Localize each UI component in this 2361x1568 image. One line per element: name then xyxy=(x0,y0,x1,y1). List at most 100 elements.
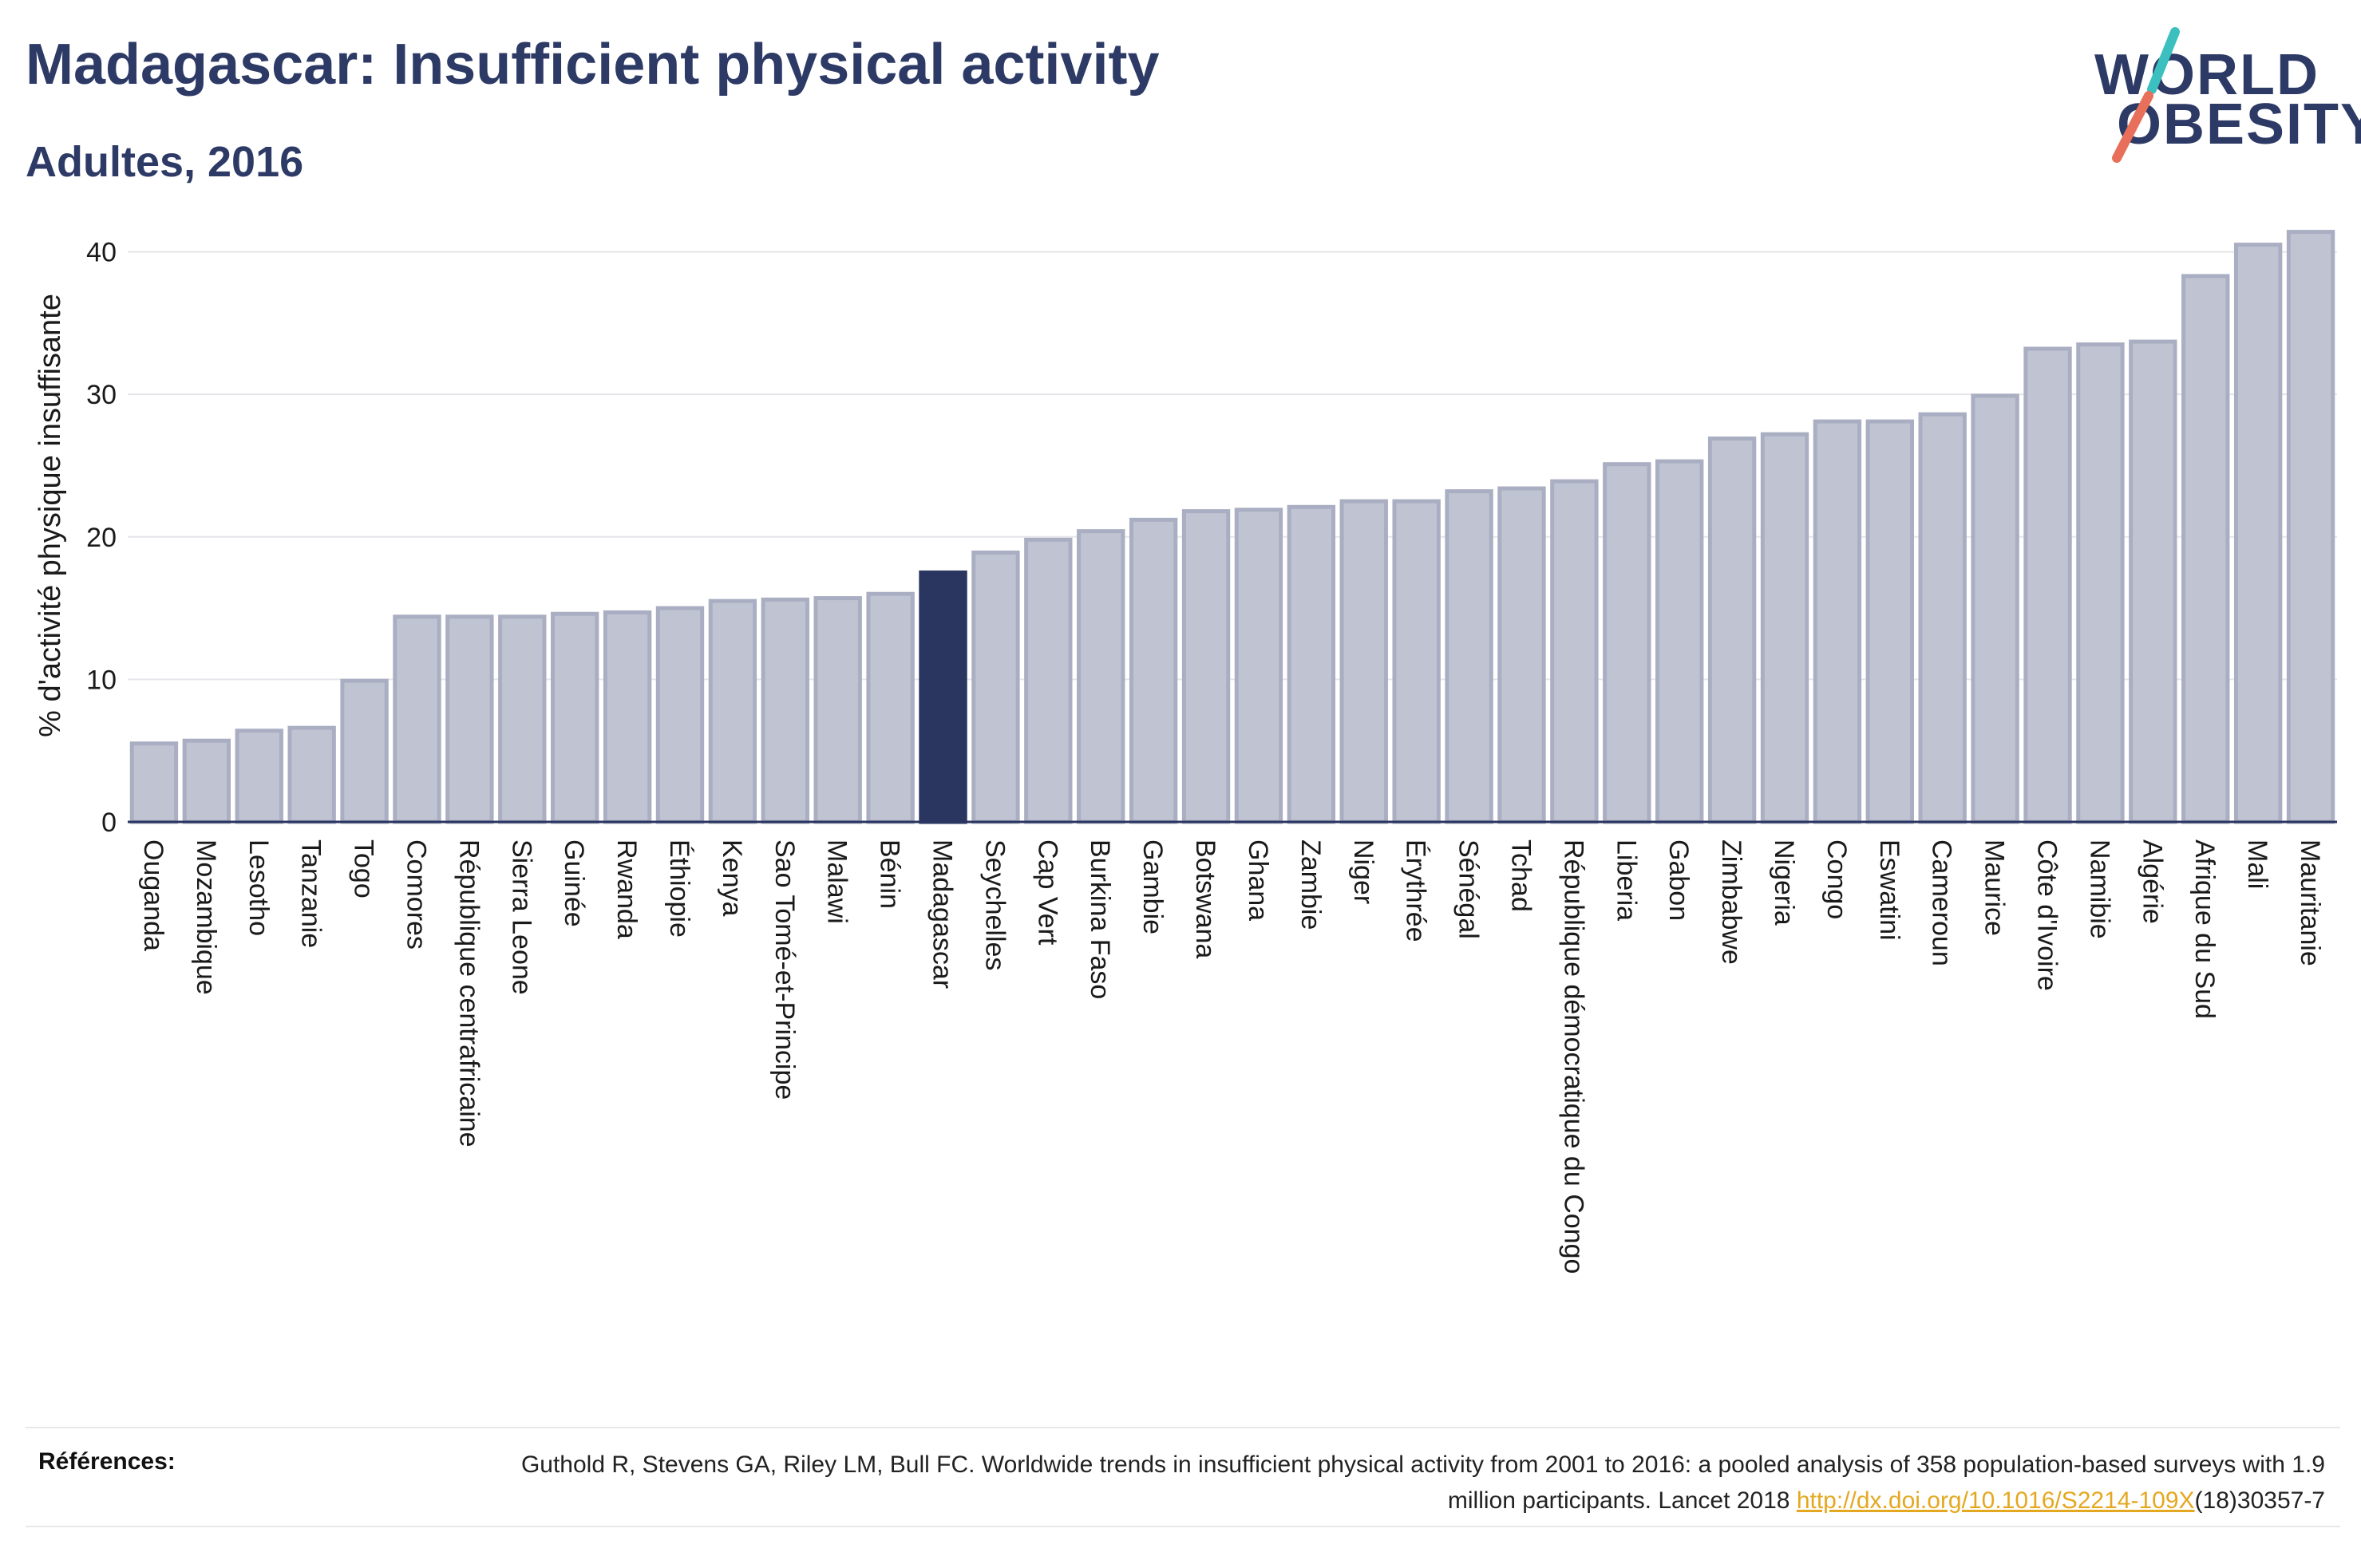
references-text: Guthold R, Stevens GA, Riley LM, Bull FC… xyxy=(489,1447,2325,1519)
bar xyxy=(708,598,757,824)
y-tick-label: 20 xyxy=(86,523,117,553)
bar xyxy=(1339,499,1388,824)
x-tick-label: Gambie xyxy=(1137,839,1168,934)
bar xyxy=(2023,346,2072,824)
x-tick-label: Namibie xyxy=(2084,839,2114,939)
x-tick-label: Eswatini xyxy=(1874,839,1904,941)
bar-highlight xyxy=(919,570,967,824)
reference-citation: Guthold R, Stevens GA, Riley LM, Bull FC… xyxy=(520,1451,2325,1514)
x-tick-label: Kenya xyxy=(717,839,747,916)
x-tick-label: Gabon xyxy=(1663,839,1694,921)
bar xyxy=(1024,537,1073,824)
bar xyxy=(761,597,809,824)
x-tick-label: Liberia xyxy=(1611,839,1641,921)
x-tick-label: Togo xyxy=(349,839,379,899)
bar xyxy=(1655,459,1704,824)
x-tick-label: Côte d'Ivoire xyxy=(2032,839,2062,991)
x-tick-label: Ghana xyxy=(1243,839,1273,921)
page-subtitle: Adultes, 2016 xyxy=(26,138,304,186)
x-tick-label: Bénin xyxy=(875,839,905,909)
x-tick-label: Burkina Faso xyxy=(1085,839,1115,999)
x-tick-label: Éthiopie xyxy=(664,839,694,938)
footer-divider-bottom xyxy=(26,1526,2340,1527)
x-tick-label: Zimbabwe xyxy=(1716,839,1746,965)
x-tick-label: République centrafricaine xyxy=(453,839,484,1147)
reference-doi-link[interactable]: http://dx.doi.org/10.1016/S2214-109X xyxy=(1796,1487,2195,1514)
bar xyxy=(1603,462,1651,824)
x-tick-label: Rwanda xyxy=(611,839,642,939)
y-tick-label: 10 xyxy=(86,665,117,695)
x-tick-label: Sénégal xyxy=(1453,839,1484,939)
world-obesity-logo: WORLD OBESITY xyxy=(2083,22,2361,174)
x-tick-label: Comores xyxy=(401,839,431,950)
x-tick-label: Botswana xyxy=(1190,839,1220,958)
y-tick-label: 40 xyxy=(86,238,117,268)
x-tick-label: Afrique du Sud xyxy=(2189,839,2220,1019)
x-tick-label: Sierra Leone xyxy=(506,839,536,995)
x-tick-label: Mozambique xyxy=(191,839,221,995)
x-tick-label: Congo xyxy=(1821,839,1852,919)
bar xyxy=(1287,504,1336,824)
logo-slash-icon xyxy=(2112,27,2180,163)
y-axis-label: % d'activité physique insuffisante xyxy=(34,294,67,737)
x-tick-label: Niger xyxy=(1348,839,1378,904)
bar xyxy=(1550,479,1599,824)
x-tick-label: Cap Vert xyxy=(1032,839,1062,946)
bar xyxy=(498,614,547,824)
x-tick-label: Guinée xyxy=(559,839,589,927)
bar xyxy=(1181,509,1231,824)
x-tick-label: Ouganda xyxy=(138,839,168,951)
bar xyxy=(1497,486,1546,824)
page-title: Madagascar: Insufficient physical activi… xyxy=(26,33,1160,97)
bar xyxy=(1813,419,1862,824)
x-tick-label: Maurice xyxy=(1979,839,2010,936)
bar xyxy=(1865,419,1914,824)
bar xyxy=(603,610,652,824)
bar xyxy=(340,678,389,824)
bar xyxy=(1971,393,2019,824)
references-label: Références: xyxy=(38,1448,176,1475)
bar xyxy=(2233,243,2283,824)
footer-divider-top xyxy=(26,1427,2340,1428)
bar xyxy=(1445,489,1493,824)
x-tick-label: Mali xyxy=(2242,839,2272,889)
bar xyxy=(287,725,336,824)
bar-chart: 0 10 20 30 40 % d'activité physique insuffisa… xyxy=(34,230,2337,1274)
bar xyxy=(2076,342,2125,824)
bar xyxy=(182,738,231,824)
bar xyxy=(1129,517,1178,824)
bar xyxy=(813,596,862,824)
x-tick-label: Sao Tomé-et-Principe xyxy=(769,839,800,1100)
logo-word-2: OBESITY xyxy=(2117,93,2361,156)
x-tick-label: Cameroun xyxy=(1927,839,1957,966)
bar xyxy=(866,591,915,824)
bar xyxy=(1707,436,1757,824)
x-tick-label: Mauritanie xyxy=(2295,839,2325,966)
bar xyxy=(393,614,441,824)
bar xyxy=(129,741,179,824)
bar xyxy=(655,606,705,824)
bar xyxy=(1760,432,1809,824)
x-tick-label: Algérie xyxy=(2137,839,2167,924)
x-tick-label: Érythrée xyxy=(1401,839,1431,942)
x-tick-label: Lesotho xyxy=(243,839,274,936)
x-tick-label: Seychelles xyxy=(979,839,1010,970)
bar xyxy=(1918,412,1967,824)
bar xyxy=(1392,499,1441,824)
bar xyxy=(971,550,1020,824)
bar xyxy=(2129,339,2177,824)
reference-citation-end: (18)30357-7 xyxy=(2194,1487,2325,1514)
y-tick-label: 30 xyxy=(86,380,117,410)
x-tick-label: Zambie xyxy=(1295,839,1326,930)
bar xyxy=(1234,508,1283,824)
x-tick-label: Malawi xyxy=(822,839,852,924)
y-tick-label: 0 xyxy=(101,808,117,838)
x-tick-label: Tanzanie xyxy=(296,839,326,948)
x-tick-label: Nigeria xyxy=(1769,839,1799,926)
bar xyxy=(235,729,283,824)
x-tick-label: Tchad xyxy=(1505,839,1536,912)
x-tick-label: République démocratique du Congo xyxy=(1558,839,1588,1274)
logo-word-1: WORLD xyxy=(2094,43,2319,107)
bar xyxy=(2181,274,2230,824)
bar xyxy=(1077,529,1125,824)
